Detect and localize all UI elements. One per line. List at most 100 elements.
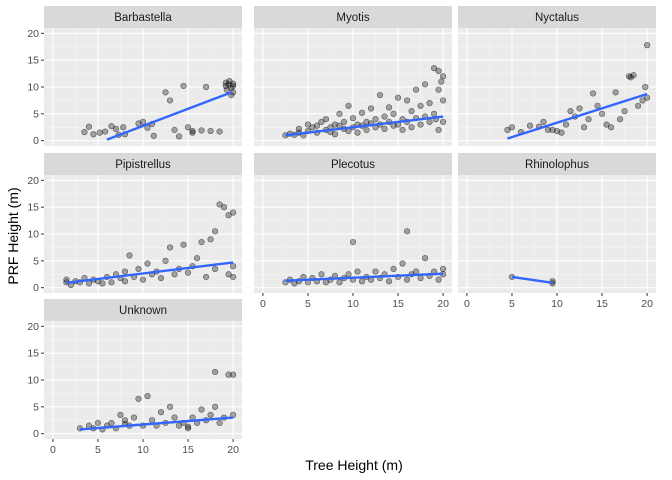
data-point [207, 411, 214, 418]
data-point [144, 393, 151, 400]
data-point [435, 276, 442, 283]
data-point [135, 395, 142, 402]
data-point [81, 128, 88, 136]
x-tick-label: 15 [182, 444, 194, 456]
data-point [121, 268, 129, 275]
data-point [385, 104, 393, 111]
data-point [634, 102, 642, 109]
x-tick-label: 5 [509, 298, 515, 310]
data-point [108, 419, 115, 427]
y-tick-label: 5 [33, 255, 39, 267]
data-point [223, 86, 230, 93]
data-point [430, 110, 438, 117]
data-point [180, 82, 187, 90]
x-tick-label: 10 [137, 444, 149, 456]
data-point [580, 124, 588, 131]
data-point [166, 97, 174, 104]
data-point [417, 102, 424, 109]
facet-strip-label: Myotis [336, 12, 369, 24]
y-axis-title: PRF Height (m) [5, 187, 21, 284]
data-point [630, 72, 637, 79]
y-tick-label: 10 [27, 229, 39, 241]
data-point [207, 127, 214, 135]
data-point [526, 122, 534, 129]
data-point [171, 126, 178, 134]
data-point [403, 276, 411, 283]
data-point [184, 425, 192, 432]
data-point [439, 97, 447, 104]
x-tick-label: 20 [227, 444, 239, 456]
data-point [421, 255, 429, 262]
data-point [102, 128, 109, 135]
data-point [426, 100, 433, 107]
data-point [171, 271, 178, 278]
x-tick-label: 20 [641, 298, 653, 310]
data-point [216, 419, 223, 427]
data-point [139, 276, 147, 283]
data-point [607, 124, 615, 131]
data-point [385, 278, 393, 285]
data-point [358, 109, 366, 116]
data-point [309, 124, 316, 131]
data-point [207, 236, 214, 243]
facet-strip [458, 153, 656, 175]
data-point [616, 116, 624, 123]
data-point [90, 131, 97, 138]
data-point [229, 263, 237, 270]
x-tick-label: 5 [305, 298, 311, 310]
data-point [331, 121, 339, 128]
data-point [381, 125, 388, 132]
data-point [381, 113, 388, 120]
data-point [540, 118, 547, 125]
data-point [435, 86, 442, 93]
facet-panel-myotis: Myotis [254, 6, 452, 146]
data-point [108, 123, 115, 130]
x-tick-label: 0 [260, 298, 266, 310]
data-point [198, 406, 205, 413]
facet-strip-label: Plecotus [331, 159, 375, 171]
data-point [345, 102, 352, 109]
data-point [567, 108, 574, 115]
data-point [318, 271, 325, 278]
data-point [430, 65, 438, 72]
data-point [94, 419, 102, 427]
data-point [135, 120, 142, 127]
data-point [376, 91, 384, 99]
data-point [162, 257, 169, 264]
data-point [549, 126, 556, 134]
facet-strip [44, 299, 242, 321]
data-point [340, 118, 348, 125]
data-point [135, 265, 142, 272]
data-point [358, 278, 366, 285]
trend-line [66, 261, 234, 285]
data-point [643, 42, 651, 49]
data-point [417, 121, 424, 128]
x-tick-label: 10 [347, 298, 359, 310]
data-point [408, 108, 415, 115]
data-point [349, 238, 357, 246]
data-point [99, 280, 106, 287]
trend-line [511, 275, 553, 285]
data-point [216, 128, 223, 135]
data-point [417, 274, 424, 282]
data-point [394, 94, 402, 101]
data-point [612, 89, 619, 96]
data-point [594, 102, 601, 109]
data-point [220, 204, 228, 211]
data-point [202, 273, 210, 281]
facet-panel-nyctalus: Nyctalus [458, 6, 656, 146]
data-point [108, 279, 115, 286]
data-point [229, 80, 237, 87]
x-axis-title: Tree Height (m) [305, 457, 403, 473]
data-point [166, 244, 174, 251]
data-point [184, 269, 192, 276]
data-point [157, 409, 165, 416]
data-point [211, 368, 219, 376]
facet-strip [44, 6, 242, 28]
data-point [354, 129, 361, 136]
data-point [117, 411, 124, 418]
trend-line [507, 92, 648, 140]
trend-line [106, 91, 232, 141]
data-point [367, 105, 375, 112]
panels-layer: Barbastella 0 5 10 15 20 Myotis Nyctalus Pipistr… [27, 6, 656, 456]
